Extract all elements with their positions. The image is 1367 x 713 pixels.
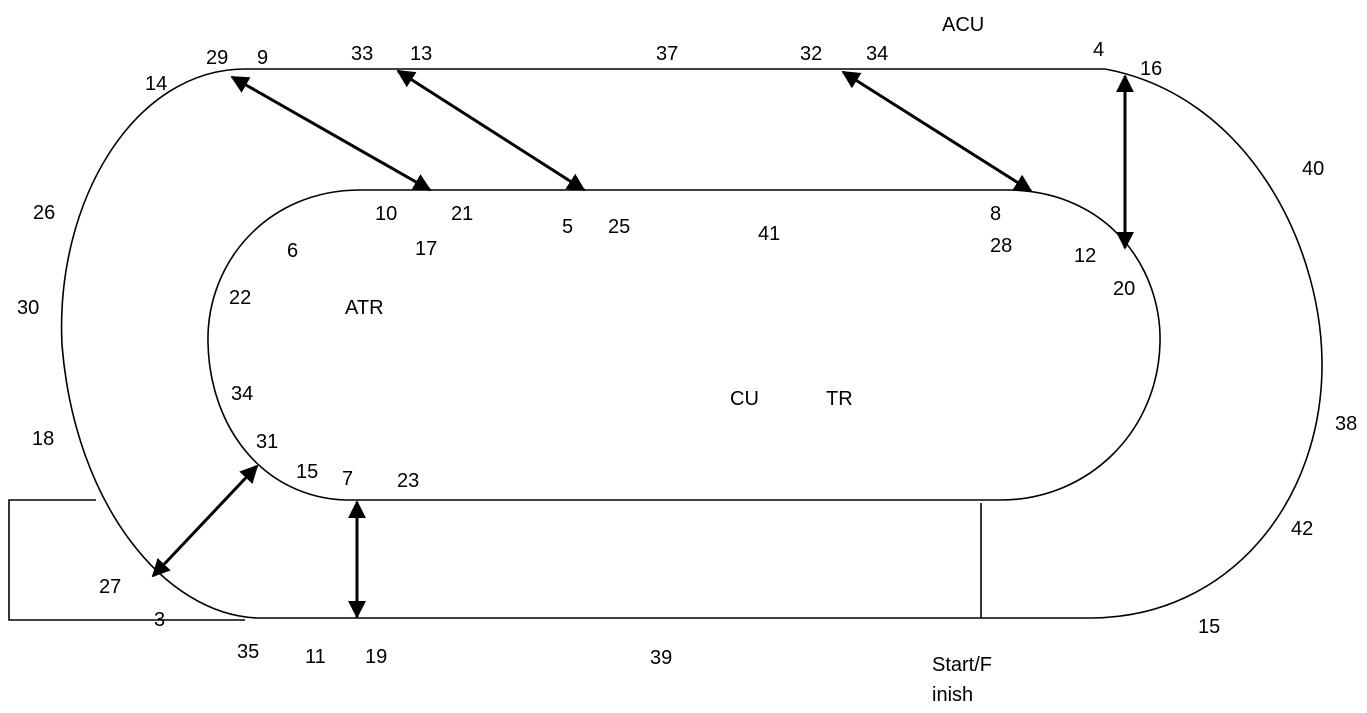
position-number: 37 [656,43,678,65]
position-number: 3 [154,609,165,631]
position-number: 41 [758,223,780,245]
position-number: 8 [990,203,1001,225]
position-number: 34 [231,383,253,405]
position-number: 32 [800,43,822,65]
position-number: 25 [608,216,630,238]
outer-track-line [60,68,1323,619]
position-number: 11 [305,646,326,668]
position-number: 42 [1291,518,1313,540]
position-number: 34 [866,43,888,65]
position-number: 38 [1335,413,1357,435]
position-number: 6 [287,240,298,262]
arrow-13-5 [396,69,586,192]
start-finish-label-line1: Start/F [932,654,992,676]
position-number: 23 [397,470,419,492]
arrow-31-27 [151,464,259,578]
position-number: 14 [145,73,167,95]
position-number: 17 [415,238,437,260]
position-number: 35 [237,641,259,663]
position-number: 39 [650,647,672,669]
position-number: 28 [990,235,1012,257]
position-number: 33 [351,43,373,65]
position-number: 20 [1113,278,1135,300]
position-number: 16 [1140,58,1162,80]
position-number: 30 [17,297,39,319]
position-number: 21 [451,203,473,225]
position-number: 22 [229,287,251,309]
position-number: 10 [375,203,397,225]
position-number: 29 [206,47,228,69]
position-number: 18 [32,428,54,450]
position-number: 19 [365,646,387,668]
position-number: 5 [562,216,573,238]
position-number: 40 [1302,158,1324,180]
pit-box [8,499,245,621]
position-number: 4 [1093,39,1104,61]
zone-label-atr: ATR [345,297,384,319]
position-number: 13 [410,43,432,65]
position-number: 7 [342,468,353,490]
zone-label-cu: CU [730,388,759,410]
zone-label-acu: ACU [942,14,984,36]
position-number: 15 [1198,616,1220,638]
position-number: 9 [257,47,268,69]
position-number: 12 [1074,245,1096,267]
zone-label-tr: TR [826,388,853,410]
arrow-32-8 [841,70,1033,193]
inner-track-line [207,189,1161,501]
position-number: 15 [296,461,318,483]
position-number: 31 [256,431,278,453]
arrow-29-21 [230,75,432,192]
position-number: 26 [33,202,55,224]
start-finish-label-line2: inish [932,684,973,706]
position-number: 27 [99,576,121,598]
